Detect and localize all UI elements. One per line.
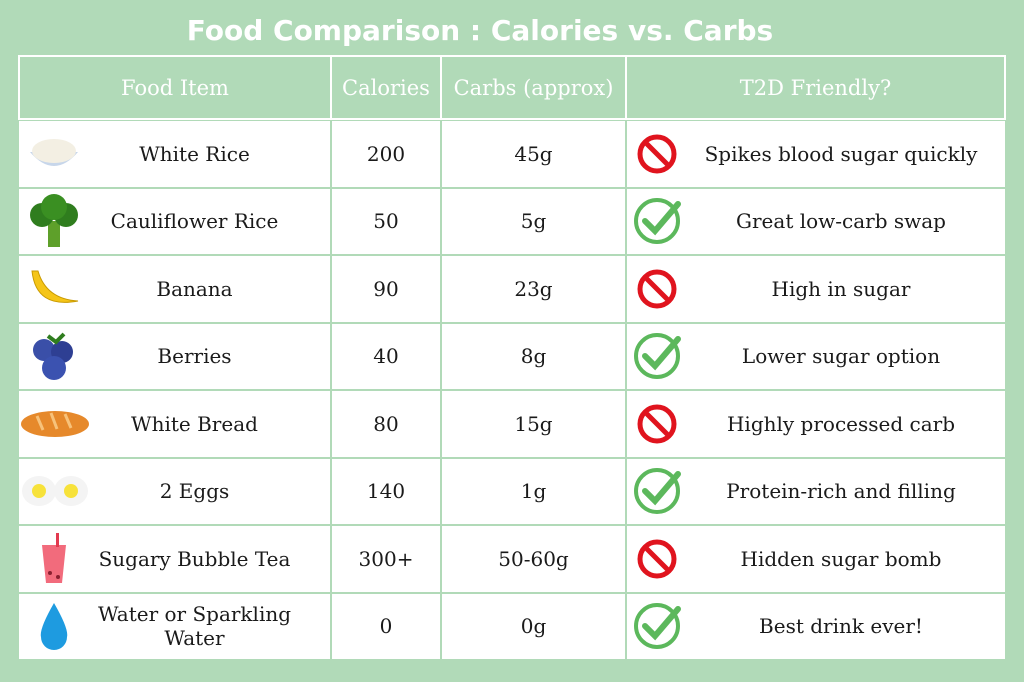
prohibited-icon	[627, 402, 687, 446]
food-item-cell: Sugary Bubble Tea	[18, 525, 331, 593]
friendly-note: Highly processed carb	[726, 411, 956, 436]
calories-cell: 140	[331, 457, 441, 525]
carbs-cell: 15g	[441, 390, 626, 458]
check-circle-icon	[627, 601, 687, 651]
page-title: Food Comparison : Calories vs. Carbs	[186, 14, 774, 47]
friendly-note: Great low-carb swap	[736, 209, 946, 234]
carbs-cell: 23g	[441, 255, 626, 323]
food-item-cell: Cauliflower Rice	[18, 187, 331, 255]
carbs-cell: 45g	[441, 120, 626, 188]
food-name: Sugary Bubble Tea	[98, 546, 291, 571]
food-name: Banana	[156, 276, 233, 301]
friendly-note: Best drink ever!	[759, 614, 923, 639]
food-name: Water or Sparkling Water	[97, 602, 292, 651]
carbs-cell: 0g	[441, 592, 626, 660]
header-food-item: Food Item	[18, 55, 331, 120]
calories-cell: 40	[331, 322, 441, 390]
t2d-friendly-cell: Best drink ever!	[626, 592, 1006, 660]
friendly-note: Hidden sugar bomb	[740, 546, 942, 571]
prohibited-icon	[627, 537, 687, 581]
t2d-friendly-cell: Highly processed carb	[626, 390, 1006, 458]
food-item-cell: Banana	[18, 255, 331, 323]
check-circle-icon	[627, 331, 687, 381]
friendly-note: High in sugar	[771, 276, 911, 301]
banana-icon	[19, 261, 89, 317]
food-item-cell: White Rice	[18, 120, 331, 188]
friendly-note: Spikes blood sugar quickly	[704, 141, 978, 166]
carbs-cell: 1g	[441, 457, 626, 525]
food-item-cell: Water or Sparkling Water	[18, 592, 331, 660]
bread-icon	[19, 396, 89, 452]
calories-cell: 200	[331, 120, 441, 188]
header-carbs: Carbs (approx)	[441, 55, 626, 120]
food-item-cell: White Bread	[18, 390, 331, 458]
water-drop-icon	[19, 598, 89, 654]
food-item-cell: 2 Eggs	[18, 457, 331, 525]
calories-cell: 90	[331, 255, 441, 323]
calories-cell: 50	[331, 187, 441, 255]
food-name: Berries	[157, 344, 232, 369]
food-name: White Rice	[139, 141, 250, 166]
t2d-friendly-cell: Great low-carb swap	[626, 187, 1006, 255]
comparison-table: Food Item Calories Carbs (approx) T2D Fr…	[18, 55, 1006, 660]
prohibited-icon	[627, 267, 687, 311]
t2d-friendly-cell: High in sugar	[626, 255, 1006, 323]
carbs-cell: 50-60g	[441, 525, 626, 593]
bubble-tea-icon	[19, 531, 89, 587]
header-calories: Calories	[331, 55, 441, 120]
calories-cell: 300+	[331, 525, 441, 593]
check-circle-icon	[627, 466, 687, 516]
carbs-cell: 8g	[441, 322, 626, 390]
header-t2d-friendly: T2D Friendly?	[626, 55, 1006, 120]
t2d-friendly-cell: Protein-rich and filling	[626, 457, 1006, 525]
prohibited-icon	[627, 132, 687, 176]
check-circle-icon	[627, 196, 687, 246]
friendly-note: Lower sugar option	[741, 344, 941, 369]
t2d-friendly-cell: Lower sugar option	[626, 322, 1006, 390]
t2d-friendly-cell: Spikes blood sugar quickly	[626, 120, 1006, 188]
broccoli-icon	[19, 193, 89, 249]
calories-cell: 0	[331, 592, 441, 660]
blueberries-icon	[19, 328, 89, 384]
food-item-cell: Berries	[18, 322, 331, 390]
eggs-icon	[19, 463, 89, 519]
carbs-cell: 5g	[441, 187, 626, 255]
t2d-friendly-cell: Hidden sugar bomb	[626, 525, 1006, 593]
food-name: White Bread	[131, 411, 258, 436]
food-name: Cauliflower Rice	[110, 209, 279, 234]
friendly-note: Protein-rich and filling	[726, 479, 956, 504]
food-name: 2 Eggs	[159, 479, 230, 504]
calories-cell: 80	[331, 390, 441, 458]
rice-bowl-icon	[19, 126, 89, 182]
